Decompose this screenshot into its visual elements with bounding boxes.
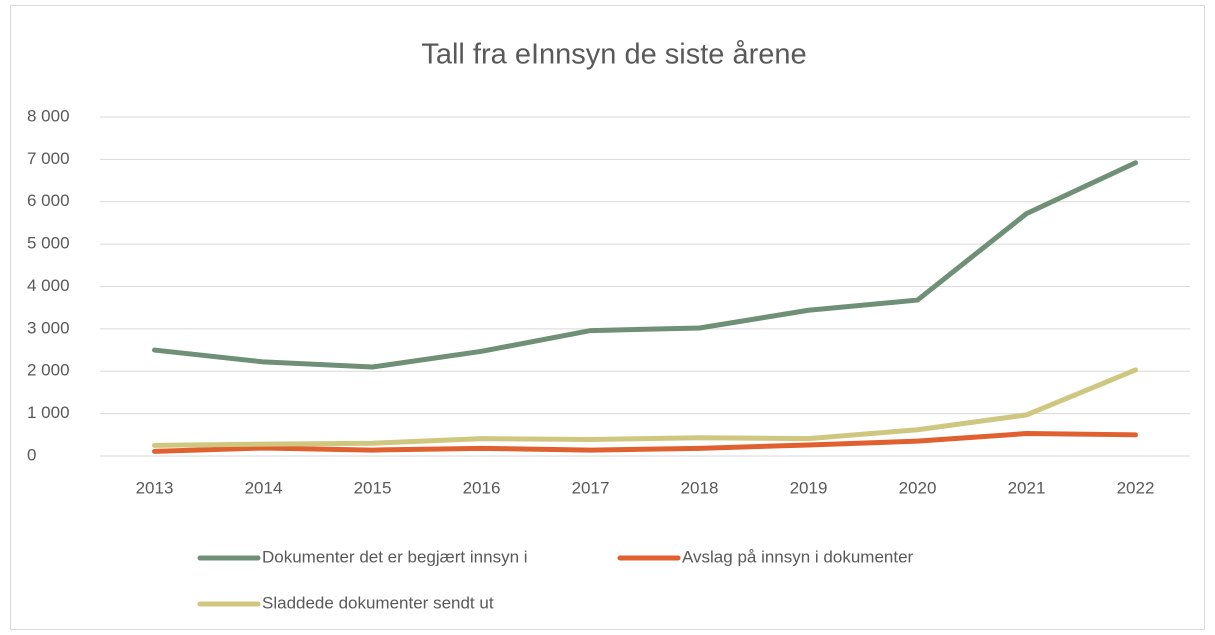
x-tick-label: 2018 <box>681 478 719 497</box>
y-tick-label: 7 000 <box>27 149 70 168</box>
legend-label: Avslag på innsyn i dokumenter <box>682 547 914 566</box>
series-line <box>152 431 1138 454</box>
y-tick-label: 1 000 <box>27 403 70 422</box>
series-line <box>152 367 1138 448</box>
legend-label: Dokumenter det er begjært innsyn i <box>262 547 528 566</box>
x-tick-label: 2017 <box>572 478 610 497</box>
y-tick-label: 2 000 <box>27 361 70 380</box>
x-tick-label: 2021 <box>1008 478 1046 497</box>
y-tick-label: 6 000 <box>27 191 70 210</box>
x-tick-label: 2020 <box>899 478 937 497</box>
y-tick-label: 5 000 <box>27 234 70 253</box>
x-tick-label: 2015 <box>354 478 392 497</box>
y-tick-label: 8 000 <box>27 106 70 125</box>
chart-title: Tall fra eInnsyn de siste årene <box>421 39 806 71</box>
x-tick-label: 2014 <box>245 478 283 497</box>
legend-label: Sladdede dokumenter sendt ut <box>262 593 494 612</box>
x-tick-label: 2013 <box>136 478 174 497</box>
series-line <box>152 160 1138 370</box>
y-tick-label: 0 <box>27 445 36 464</box>
x-tick-label: 2016 <box>463 478 501 497</box>
x-tick-label: 2019 <box>790 478 828 497</box>
y-tick-label: 3 000 <box>27 318 70 337</box>
x-tick-label: 2022 <box>1117 478 1155 497</box>
y-tick-label: 4 000 <box>27 276 70 295</box>
chart-border <box>10 5 1205 630</box>
